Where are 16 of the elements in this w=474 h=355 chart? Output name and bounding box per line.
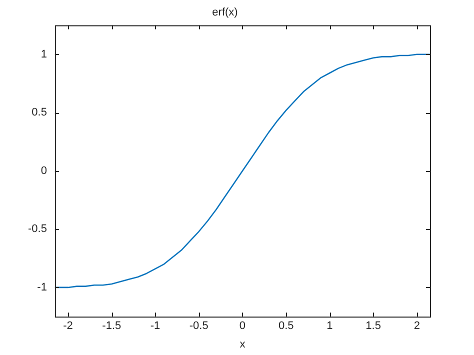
y-tick-label: 1 — [40, 48, 47, 60]
x-tick-label: 0.5 — [278, 320, 294, 332]
x-tick-label: -1.5 — [102, 320, 122, 332]
x-tick-label: 1 — [326, 320, 333, 332]
y-tick-label: -1 — [37, 281, 47, 294]
y-tick-label: 0.5 — [32, 106, 47, 119]
x-tick-label: 2 — [414, 320, 420, 332]
x-tick-label: -1 — [150, 320, 160, 332]
x-axis-title: x — [240, 338, 246, 350]
x-tick-label: -2 — [63, 320, 73, 332]
x-tick-label: 1.5 — [366, 320, 381, 332]
x-tick-label: 0 — [239, 320, 246, 332]
x-tick-label: -0.5 — [189, 320, 208, 332]
chart-title: erf(x) — [212, 6, 238, 19]
y-tick-label: 0 — [40, 164, 47, 177]
y-tick-label: -0.5 — [28, 223, 47, 236]
